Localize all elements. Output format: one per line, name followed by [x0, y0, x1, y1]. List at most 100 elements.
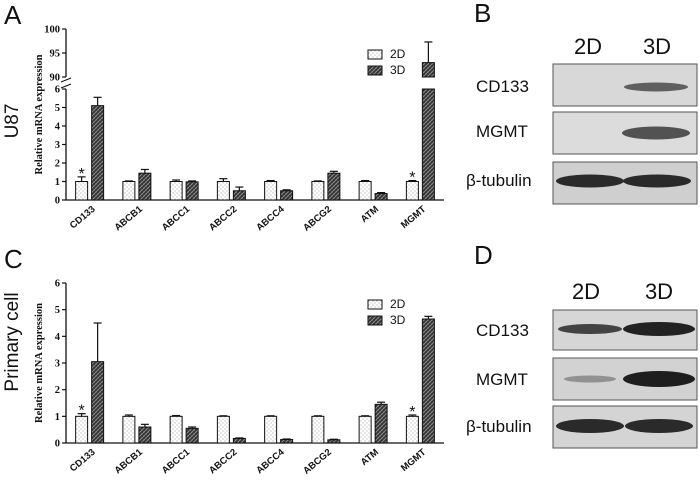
bar-2d-abcc2: [216, 415, 230, 444]
bar-3d-abcg2: [327, 172, 341, 201]
panel-letter-d: D: [474, 240, 493, 270]
bar-2d-abcg2: [311, 181, 325, 201]
bar-3d-abcg2: [327, 439, 341, 444]
axis-break-mark: [60, 77, 72, 83]
legend-swatch-3d: [367, 315, 383, 326]
blot-d-strip-tubulin: [552, 405, 698, 449]
category-label-abcc1: ABCC1: [160, 446, 193, 476]
significance-star-mgmt: *: [409, 404, 415, 421]
panel-letter-b: B: [474, 0, 491, 28]
significance-star-mgmt: *: [409, 170, 415, 187]
bar-3d-abcb1: [138, 172, 152, 201]
category-label-abcc2: ABCC2: [207, 447, 239, 476]
y-tick-label-5: 5: [55, 305, 60, 316]
blot-b-label-beta-tubulin: β-tubulin: [466, 171, 532, 190]
legend-swatch-2d: [367, 299, 383, 310]
blot-b-strip-mgmt: [552, 111, 698, 155]
blot-d-band-cd133-2d: [558, 324, 622, 334]
bar-3d-atm: [374, 193, 388, 201]
legend-label-2d: 2D: [390, 47, 406, 61]
blot-b-strip-tubulin: [552, 161, 698, 205]
bar-2d-atm: [358, 181, 372, 201]
legend-label-2d: 2D: [390, 297, 406, 311]
bar-2d-abcc2: [216, 181, 230, 201]
chart-c: 0 1 2 3 4 5 6 Relative mRNA expression CD133 * ABC…: [34, 279, 444, 477]
significance-star-cd133: *: [79, 403, 85, 420]
panel-letter-a: A: [4, 0, 22, 30]
bar-2d-abcc4: [264, 181, 278, 201]
bar-3d-cd133: [91, 105, 105, 201]
blot-d-column-2d: 2D: [572, 279, 600, 304]
axis-break-mark: [60, 83, 72, 89]
y-tick-label-2: 2: [55, 159, 60, 170]
y-tick-label-4: 4: [55, 332, 61, 343]
y-tick-label-6: 6: [55, 85, 60, 96]
blot-d-column-3d: 3D: [645, 279, 673, 304]
y-tick-label-2: 2: [55, 385, 60, 396]
row-title-primary-cell: Primary cell: [2, 292, 23, 391]
blot-d-band-cd133-3d: [623, 322, 695, 336]
y-tick-label-4: 4: [55, 122, 61, 133]
blot-b-strip-cd133: [552, 63, 698, 107]
bar-3d-abcc1: [185, 427, 199, 444]
bar-3d-mgmt-upper: [421, 62, 435, 78]
western-blot-b: 2D 3D CD133 MGMT β-tubulin: [466, 34, 698, 205]
bar-2d-abcb1: [122, 181, 136, 201]
blot-b-band-tubulin-3d: [623, 174, 691, 188]
legend-label-3d: 3D: [390, 63, 406, 77]
bar-3d-abcc1: [185, 181, 199, 201]
bar-2d-cd133: [75, 181, 89, 201]
blot-d-band-tubulin-2d: [556, 419, 624, 433]
significance-star-cd133: *: [79, 166, 85, 183]
row-title-u87: U87: [2, 104, 23, 139]
bar-3d-abcc4: [280, 439, 294, 444]
blot-b-band-tubulin-2d: [556, 174, 624, 188]
category-label-abcc4: ABCC4: [254, 203, 287, 233]
bar-2d-abcc1: [169, 181, 183, 201]
chart-a: 0 1 2 3 4 5 690 95 100 Relative mRNA expression CD…: [34, 25, 444, 234]
category-label-atm: ATM: [359, 204, 381, 225]
category-label-abcb1: ABCB1: [113, 446, 146, 476]
y-tick-label-1: 1: [55, 177, 60, 188]
bar-3d-abcc4: [280, 190, 294, 201]
category-label-abcb1: ABCB1: [113, 203, 146, 233]
bar-2d-atm: [358, 415, 372, 444]
category-label-abcc4: ABCC4: [254, 446, 287, 476]
y-axis-label: Relative mRNA expression: [34, 303, 45, 423]
western-blot-d: 2D 3D CD133 MGMT β-tubulin: [466, 279, 698, 449]
bar-2d-abcc1: [169, 415, 183, 444]
panel-letter-c: C: [4, 244, 23, 274]
legend-swatch-3d: [367, 65, 383, 76]
y-tick-label-6: 6: [55, 279, 60, 290]
y-tick-label-100: 100: [44, 25, 60, 36]
blot-b-label-cd133: CD133: [476, 77, 529, 96]
bar-3d-mgmt: [421, 318, 435, 444]
bar-2d-abcc4: [264, 415, 278, 444]
blot-d-label-mgmt: MGMT: [476, 370, 528, 389]
blot-b-band-cd133-3d: [624, 82, 688, 92]
y-tick-label-95: 95: [50, 49, 61, 60]
y-tick-label-90: 90: [50, 73, 61, 84]
category-label-abcg2: ABCG2: [301, 204, 334, 234]
category-label-cd133: CD133: [68, 447, 98, 474]
bar-3d-mgmt: [421, 88, 435, 201]
y-axis-label: Relative mRNA expression: [34, 54, 45, 174]
bar-2d-abcg2: [311, 415, 325, 444]
blot-b-column-3d: 3D: [643, 34, 671, 59]
blot-d-label-beta-tubulin: β-tubulin: [466, 417, 532, 436]
bar-3d-abcb1: [138, 426, 152, 444]
blot-d-strip-mgmt: [552, 357, 698, 401]
blot-b-band-mgmt-3d: [622, 126, 690, 140]
y-tick-label-5: 5: [55, 103, 60, 114]
y-tick-label-3: 3: [55, 140, 60, 151]
bar-3d-abcc2: [232, 437, 246, 444]
blot-d-band-mgmt-2d: [564, 375, 616, 383]
category-label-cd133: CD133: [68, 204, 98, 231]
y-tick-label-0: 0: [55, 439, 60, 450]
category-label-abcg2: ABCG2: [301, 447, 334, 477]
blot-d-label-cd133: CD133: [476, 321, 529, 340]
bar-2d-abcb1: [122, 415, 136, 444]
blot-b-label-mgmt: MGMT: [476, 122, 528, 141]
blot-d-strip-cd133: [552, 309, 698, 351]
